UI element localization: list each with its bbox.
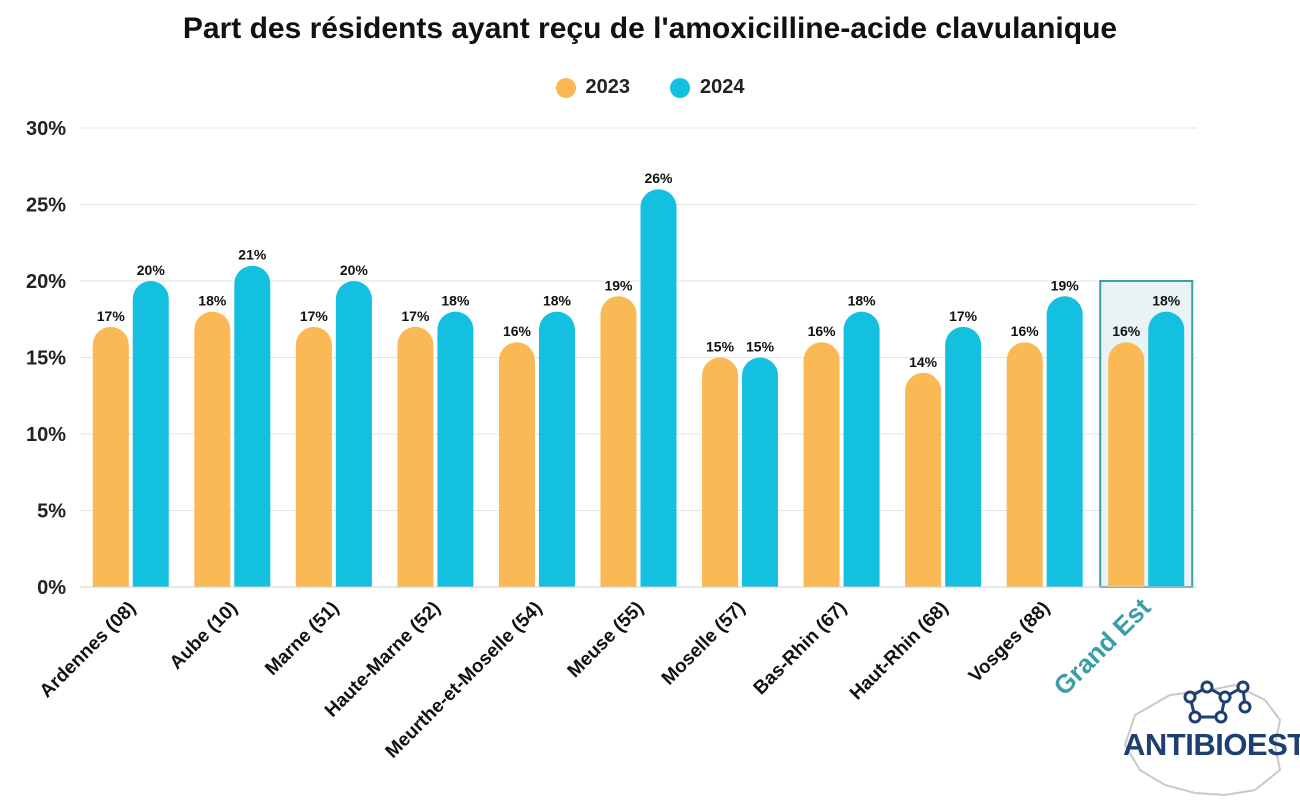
data-label: 20% [137, 262, 166, 278]
logo-text: ANTIBIOEST [1123, 727, 1300, 762]
y-tick-label: 30% [26, 118, 66, 140]
data-label: 21% [238, 247, 267, 263]
data-label: 20% [340, 262, 369, 278]
x-tick-label: Moselle (57) [658, 598, 750, 690]
bar-2024 [640, 189, 677, 587]
logo-map-graphic [1123, 680, 1282, 797]
y-tick-label: 20% [26, 271, 66, 293]
bar-2024 [538, 311, 575, 587]
data-label: 18% [441, 293, 470, 309]
data-label: 26% [644, 170, 673, 186]
data-label: 16% [503, 323, 532, 339]
data-label: 19% [604, 277, 633, 293]
data-label: 17% [401, 308, 430, 324]
data-label: 15% [746, 339, 775, 355]
legend: 2023 2024 [0, 76, 1300, 99]
x-tick-label: Marne (51) [261, 598, 343, 680]
chart-title: Part des résidents ayant reçu de l'amoxi… [182, 12, 1118, 45]
bar-2024 [1046, 296, 1083, 587]
bar-2023 [1108, 342, 1145, 587]
data-label: 17% [300, 308, 329, 324]
bar-2023 [92, 326, 129, 587]
data-label: 18% [848, 293, 877, 309]
x-tick-label: Ardennes (08) [36, 598, 140, 702]
data-label: 18% [543, 293, 572, 309]
bar-2024 [437, 311, 474, 587]
data-label: 19% [1051, 277, 1080, 293]
bar-2023 [905, 372, 942, 587]
bar-2023 [600, 296, 637, 587]
bar-2023 [498, 342, 535, 587]
x-tick-label: Haut-Rhin (68) [846, 598, 953, 705]
bar-2023 [702, 357, 739, 587]
data-label: 17% [949, 308, 978, 324]
bar-2024 [234, 265, 271, 587]
legend-swatch-2024 [670, 77, 690, 98]
data-label: 16% [808, 323, 837, 339]
bar-2023 [194, 311, 231, 587]
data-label: 15% [706, 339, 735, 355]
data-label: 14% [909, 354, 938, 370]
x-tick-label: Meuse (55) [564, 598, 648, 682]
y-tick-label: 0% [37, 577, 66, 599]
legend-swatch-2023 [555, 77, 576, 98]
y-tick-label: 25% [26, 195, 66, 217]
bar-2024 [843, 311, 880, 587]
data-label: 18% [198, 293, 227, 309]
bar-2023 [803, 342, 840, 587]
legend-item-2024: 2024 [670, 76, 745, 99]
legend-label-2024: 2024 [700, 76, 745, 98]
bar-2024 [335, 281, 372, 587]
bar-2024 [945, 326, 982, 587]
x-tick-label: Aube (10) [166, 598, 242, 674]
bar-2023 [397, 326, 434, 587]
bar-2024 [1148, 311, 1185, 587]
data-label: 16% [1112, 323, 1141, 339]
data-label: 18% [1152, 293, 1181, 309]
y-tick-label: 10% [26, 424, 66, 446]
x-tick-label: Vosges (88) [965, 598, 1054, 687]
x-tick-label: Bas-Rhin (67) [750, 598, 851, 699]
bar-2024 [132, 281, 169, 587]
data-label: 17% [97, 308, 126, 324]
bar-2023 [295, 326, 332, 587]
bar-2023 [1006, 342, 1043, 587]
legend-item-2023: 2023 [555, 76, 631, 99]
antibioest-logo: ANTIBIOEST [1115, 675, 1300, 800]
y-tick-label: 5% [37, 501, 66, 523]
data-label: 16% [1011, 323, 1040, 339]
y-tick-label: 15% [26, 348, 66, 370]
bar-2024 [742, 357, 779, 587]
legend-label-2023: 2023 [585, 76, 631, 98]
